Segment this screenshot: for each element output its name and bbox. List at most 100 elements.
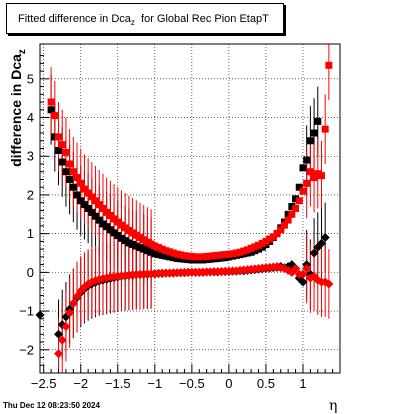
data-point-square: [132, 242, 140, 250]
data-point-square: [66, 175, 74, 183]
data-point-square: [303, 179, 311, 187]
data-point-square: [184, 252, 192, 260]
data-point-square: [217, 251, 225, 259]
data-point-square: [192, 253, 200, 261]
data-point-square: [92, 197, 100, 205]
x-axis-label: η: [329, 398, 338, 414]
data-point-square: [188, 252, 196, 260]
data-point-square: [51, 133, 59, 141]
data-point-square: [232, 249, 240, 257]
data-point-square: [180, 252, 188, 260]
data-point-square: [251, 243, 259, 251]
x-tick-label: 1: [299, 376, 306, 391]
data-point-square: [143, 238, 151, 246]
data-point-square: [47, 98, 55, 106]
data-point-diamond: [54, 329, 64, 339]
data-point-square: [143, 247, 151, 255]
data-point-square: [99, 220, 107, 228]
data-point-square: [155, 251, 163, 259]
data-point-square: [55, 133, 63, 141]
data-point-square: [269, 233, 277, 241]
data-point-square: [299, 187, 307, 195]
data-point-square: [177, 255, 185, 263]
data-point-square: [88, 193, 96, 201]
data-point-diamond: [316, 238, 326, 248]
data-point-square: [284, 216, 292, 224]
data-point-diamond: [54, 349, 64, 359]
data-point-square: [314, 117, 322, 125]
data-point-square: [225, 250, 233, 258]
data-point-square: [303, 156, 311, 164]
data-point-diamond: [324, 279, 334, 289]
y-tick-label: −1: [19, 304, 34, 319]
x-tick-label: −0.5: [179, 376, 205, 391]
data-point-square: [73, 174, 81, 182]
data-point-diamond: [298, 277, 308, 287]
x-tick-label: −1: [147, 376, 162, 391]
plot-frame: [39, 43, 341, 374]
data-point-square: [317, 172, 325, 180]
data-point-square: [55, 146, 63, 154]
data-point-square: [236, 248, 244, 256]
data-point-square: [99, 205, 107, 212]
data-point-square: [292, 205, 300, 212]
data-point-diamond: [309, 248, 319, 258]
data-point-square: [173, 254, 181, 262]
data-point-square: [321, 125, 329, 133]
data-point-square: [62, 148, 70, 156]
data-point-square: [221, 251, 229, 259]
data-point-square: [140, 236, 148, 244]
data-point-square: [47, 106, 55, 114]
data-point-square: [136, 244, 144, 252]
data-point-square: [177, 251, 185, 259]
data-point-square: [203, 252, 211, 260]
data-point-square: [229, 250, 237, 258]
data-point-square: [314, 170, 322, 178]
data-point-diamond: [320, 233, 330, 243]
data-point-square: [77, 179, 85, 187]
data-point-square: [121, 237, 129, 245]
data-point-square: [266, 235, 274, 243]
data-point-square: [206, 252, 214, 260]
data-point-square: [173, 250, 181, 258]
data-point-square: [292, 195, 300, 203]
x-tick-label: −1.5: [105, 376, 131, 391]
data-point-square: [151, 250, 159, 258]
y-tick-label: 5: [27, 71, 34, 86]
data-point-square: [310, 174, 318, 182]
axes: −2.5 −2 −1.5 −1 −0.5 0 0.5 1 −2 −1 0 1 2 3 4 5: [19, 55, 334, 391]
data-point-square: [88, 208, 96, 216]
data-point-square: [299, 164, 307, 172]
title-subscript: z: [130, 18, 135, 27]
data-point-square: [151, 242, 159, 250]
data-point-square: [92, 212, 100, 220]
data-point-square: [129, 229, 137, 237]
data-point-square: [114, 218, 122, 226]
data-point-square: [147, 248, 155, 256]
data-point-square: [114, 232, 122, 240]
data-point-square: [255, 245, 263, 253]
data-point-square: [247, 248, 255, 256]
data-point-square: [288, 203, 296, 211]
data-point-square: [251, 247, 259, 255]
data-point-square: [110, 229, 118, 237]
x-tick-label: 0: [225, 376, 232, 391]
data-point-square: [84, 189, 92, 197]
data-point-square: [255, 241, 263, 249]
data-point-square: [306, 168, 314, 176]
data-point-square: [295, 183, 303, 191]
data-point-diamond: [68, 298, 78, 308]
data-point-square: [280, 221, 288, 229]
data-point-diamond: [302, 263, 312, 273]
data-point-square: [288, 210, 296, 218]
error-bars: [39, 44, 330, 373]
data-point-square: [199, 253, 207, 261]
data-point-square: [295, 197, 303, 205]
x-tick-label: −2.5: [31, 376, 57, 391]
data-markers: [35, 61, 334, 359]
data-point-diamond: [72, 291, 82, 301]
data-point-square: [262, 237, 270, 245]
data-point-square: [95, 216, 103, 224]
data-point-square: [162, 252, 170, 260]
